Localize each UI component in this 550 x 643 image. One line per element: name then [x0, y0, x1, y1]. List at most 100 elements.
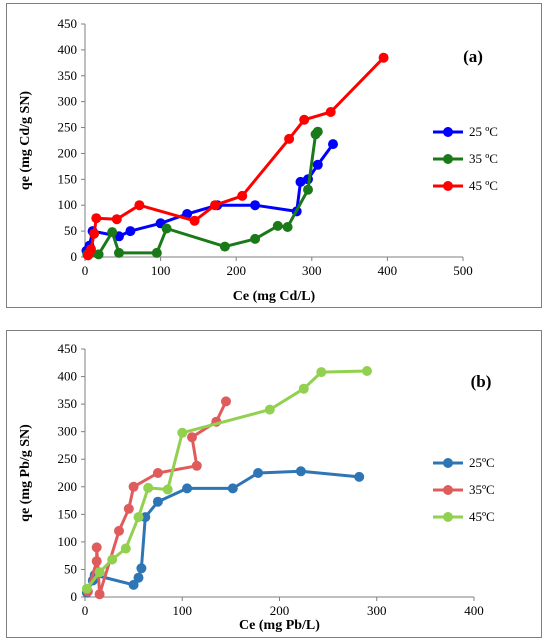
data-point	[161, 223, 172, 234]
data-point	[219, 241, 230, 252]
data-point	[177, 427, 188, 438]
data-point	[143, 482, 154, 493]
legend-swatch-marker	[443, 154, 453, 164]
data-point	[378, 52, 389, 63]
x-tick-label: 0	[82, 263, 89, 278]
legend-swatch-marker	[443, 512, 453, 522]
x-axis-title: Ce (mg Cd/L)	[233, 289, 316, 304]
data-point	[312, 126, 323, 137]
data-point	[152, 496, 163, 507]
chart-panel-b: 0 50 100 150 200 250 300 350 400 450 0 100 200 300 400…	[6, 330, 542, 638]
legend-swatch-marker	[443, 458, 453, 468]
y-tick-label: 100	[58, 197, 78, 212]
data-point	[325, 107, 336, 117]
chart-a: 0 50 100 150 200 250 300 350 400 450 0 100 200 300 400…	[18, 16, 498, 304]
x-tick-label: 100	[173, 603, 193, 618]
chart-b: 0 50 100 150 200 250 300 350 400 450 0 100 200 300 400…	[18, 341, 495, 633]
data-point	[128, 481, 139, 492]
data-point	[91, 213, 102, 224]
y-axis-title: qe (mg Cd/g SN)	[18, 91, 33, 191]
y-tick-label: 350	[58, 396, 78, 411]
data-point	[272, 220, 283, 231]
data-point	[264, 404, 275, 415]
data-point	[128, 579, 139, 590]
data-point	[93, 249, 104, 260]
data-point	[120, 543, 131, 554]
legend-swatch-marker	[443, 181, 453, 191]
data-point	[227, 483, 238, 494]
chart-panel-a: 0 50 100 150 200 250 300 350 400 450 0 100 200 300 400…	[6, 3, 542, 308]
x-tick-label: 400	[464, 603, 484, 618]
x-tick-label: 300	[302, 263, 322, 278]
data-point	[107, 227, 118, 238]
data-point	[107, 554, 118, 565]
panel-label: (b)	[471, 372, 492, 391]
data-point	[91, 556, 102, 567]
y-tick-label: 400	[58, 42, 78, 57]
data-point	[284, 133, 295, 144]
data-point	[114, 525, 124, 536]
data-point	[237, 190, 248, 201]
data-point	[210, 200, 220, 211]
data-point	[295, 176, 306, 187]
y-tick-label: 200	[58, 479, 78, 494]
y-tick-label: 50	[64, 561, 77, 576]
panel-label: (a)	[463, 47, 483, 66]
data-point	[151, 247, 162, 258]
y-tick-label: 0	[71, 249, 78, 264]
data-point	[182, 483, 193, 494]
x-tick-label: 200	[270, 603, 290, 618]
data-point	[114, 247, 124, 258]
data-point	[362, 366, 372, 376]
y-tick-label: 450	[58, 16, 78, 31]
data-point	[282, 222, 293, 232]
data-point	[250, 200, 261, 211]
y-tick-label: 200	[58, 145, 78, 160]
y-tick-label: 350	[58, 68, 78, 83]
data-point	[123, 503, 134, 514]
x-tick-label: 300	[367, 603, 387, 618]
data-point	[189, 215, 200, 226]
data-point	[162, 484, 173, 495]
data-point	[81, 583, 92, 594]
y-tick-label: 150	[58, 506, 78, 521]
series-line	[86, 56, 386, 257]
data-point	[299, 114, 310, 125]
data-point	[187, 432, 197, 443]
data-point	[303, 184, 313, 195]
y-tick-label: 300	[58, 424, 78, 439]
data-point	[191, 460, 202, 471]
data-point	[328, 139, 338, 150]
data-point	[354, 471, 365, 482]
legend-swatch-marker	[443, 485, 453, 495]
series-line	[85, 469, 361, 595]
data-point	[295, 466, 306, 477]
data-point	[91, 542, 102, 553]
data-point	[312, 159, 323, 170]
legend-entry: 45 ºC	[469, 178, 498, 193]
y-tick-label: 150	[58, 171, 78, 186]
data-point	[125, 226, 136, 237]
legend-entry: 35ºC	[469, 482, 495, 497]
data-point	[94, 589, 105, 600]
x-tick-label: 100	[151, 263, 171, 278]
legend-entry: 35 ºC	[469, 151, 498, 166]
legend-swatch-marker	[443, 127, 453, 137]
data-point	[152, 468, 163, 478]
y-tick-label: 50	[64, 223, 77, 238]
legend-entry: 45ºC	[469, 509, 495, 524]
y-tick-label: 0	[71, 589, 78, 604]
y-tick-label: 450	[58, 341, 78, 356]
data-point	[221, 396, 231, 407]
data-point	[111, 214, 122, 225]
x-tick-label: 500	[453, 263, 473, 278]
data-point	[133, 572, 144, 583]
data-point	[253, 468, 264, 478]
data-point	[316, 367, 327, 378]
data-point	[298, 383, 309, 394]
legend-entry: 25 ºC	[469, 124, 498, 139]
data-point	[133, 512, 144, 523]
legend-entry: 25ºC	[469, 455, 495, 470]
y-tick-label: 250	[58, 120, 78, 135]
data-point	[89, 228, 100, 239]
